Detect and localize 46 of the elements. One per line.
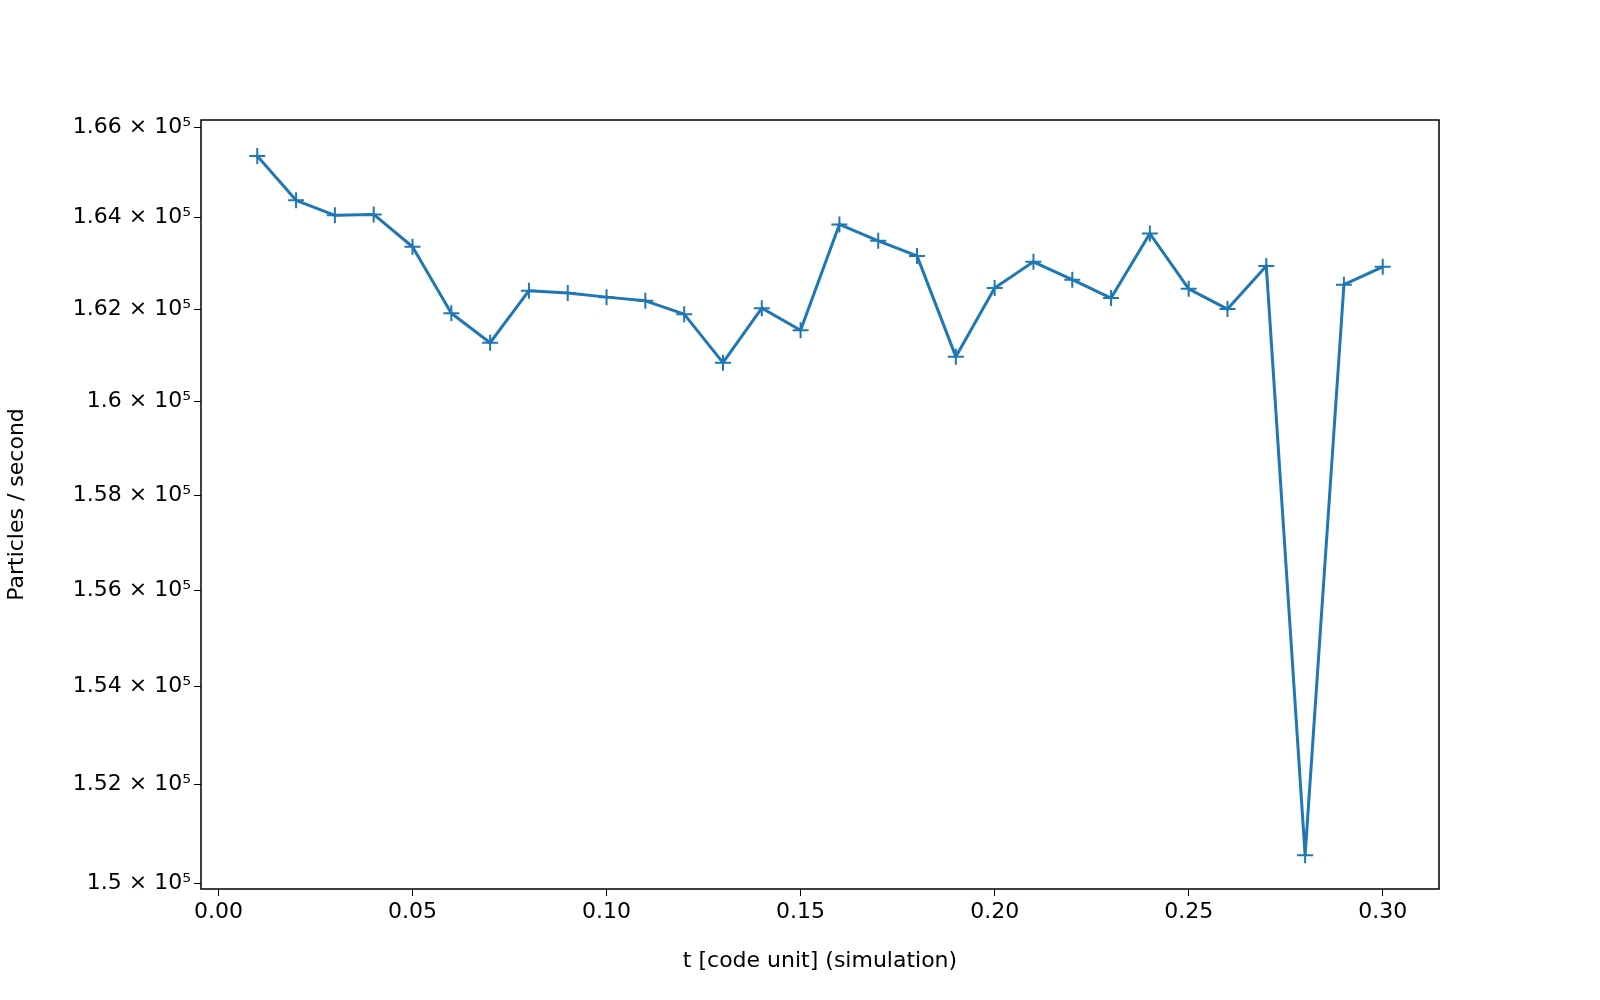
y-tick-label: 1.66 × 10⁵ [72, 112, 191, 138]
point [946, 347, 965, 366]
x-tick-label: 0.30 [1358, 897, 1408, 923]
point [481, 333, 500, 352]
point [752, 299, 771, 318]
y-tick-label: 1.54 × 10⁵ [72, 672, 191, 698]
point [597, 288, 616, 307]
y-tick-label: 1.62 × 10⁵ [72, 294, 191, 320]
point [287, 191, 306, 210]
point [1024, 252, 1043, 271]
y-tick-label: 1.58 × 10⁵ [72, 481, 191, 507]
x-tick-label: 0.05 [388, 897, 437, 923]
y-tick-label: 1.6 × 10⁵ [86, 387, 191, 413]
point [985, 278, 1004, 297]
y-tick-label: 1.52 × 10⁵ [72, 769, 191, 795]
point [248, 146, 267, 165]
x-tick-label: 0.00 [193, 897, 243, 923]
y-tick-label: 1.64 × 10⁵ [72, 203, 191, 229]
point [1102, 289, 1121, 308]
point [325, 206, 344, 225]
point [908, 246, 927, 265]
x-axis-title: t [code unit] (simulation) [682, 946, 958, 972]
x-tick-label: 0.15 [776, 897, 826, 923]
point [519, 281, 538, 300]
point [442, 304, 461, 323]
point [1179, 279, 1198, 298]
point [1218, 300, 1237, 319]
x-tick-label: 0.20 [970, 897, 1020, 923]
x-tick-label: 0.25 [1164, 897, 1214, 923]
point [364, 205, 383, 224]
point [1257, 256, 1276, 275]
point [1334, 275, 1353, 294]
point [403, 237, 422, 256]
point [1063, 270, 1082, 289]
y-axis-title: Particles / second [2, 408, 28, 601]
point [636, 291, 655, 310]
point [1140, 224, 1159, 243]
y-tick-label: 1.56 × 10⁵ [72, 576, 191, 602]
point [675, 305, 694, 324]
point [791, 321, 810, 340]
x-tick-label: 0.10 [582, 897, 632, 923]
point [869, 231, 888, 250]
point [713, 353, 732, 372]
point [1373, 257, 1392, 276]
point [830, 215, 849, 234]
y-tick-label: 1.5 × 10⁵ [86, 868, 191, 894]
